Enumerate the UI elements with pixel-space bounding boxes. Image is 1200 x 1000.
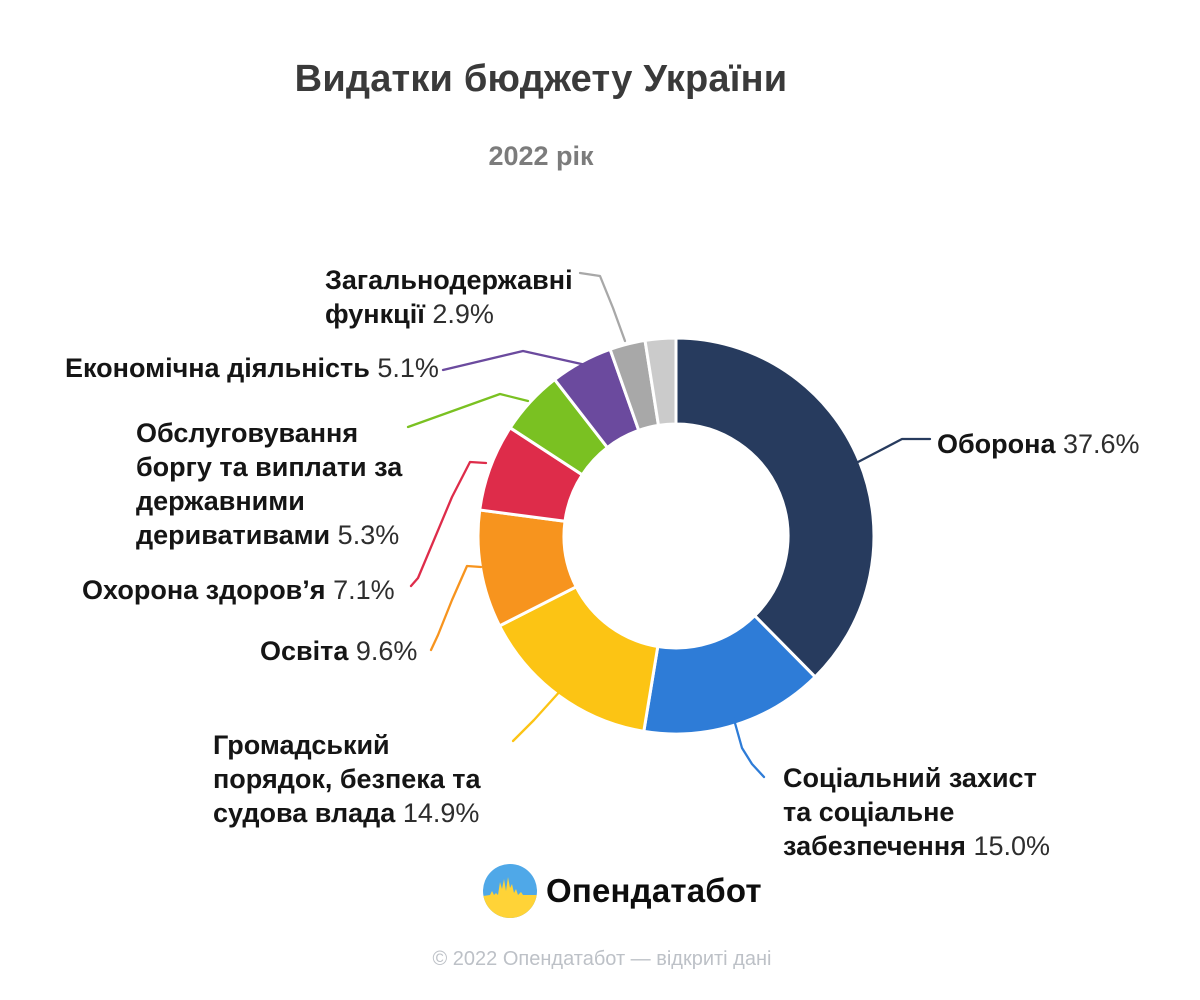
leader-line-economic-activity [441,349,588,372]
opendatabot-logo-icon [483,864,537,918]
slice-label-healthcare: Охорона здоров’я 7.1% [82,575,395,605]
slice-label-social-protection: Соціальний захист та соціальне забезпеченн… [783,763,1050,861]
slice-label-public-order: Громадський порядок, безпека та судова вла… [213,730,481,828]
brand-name: Опендатабот [546,872,762,909]
slice-label-defense: Оборона 37.6% [937,429,1140,459]
leader-line-debt-service [406,392,530,429]
slice-label-state-functions: Загальнодержавні функції 2.9% [325,265,573,329]
slice-label-education: Освіта 9.6% [260,636,418,666]
donut-slice-defense [674,336,876,680]
leader-line-social-protection [731,714,766,779]
leader-line-education [429,564,483,652]
page-title: Видатки бюджету України [294,58,788,100]
donut-slice-other [643,336,678,428]
slice-label-debt-service: Обслуговування боргу та виплати за державн… [136,418,403,550]
leader-line-state-functions [578,271,627,343]
leader-line-defense [856,437,932,464]
leader-line-healthcare [409,460,488,588]
copyright-text: © 2022 Опендатабот — відкриті дані [432,948,772,970]
page-subtitle: 2022 рік [488,141,594,171]
slice-label-economic-activity: Економічна діяльність 5.1% [65,353,439,383]
chart-header: Видатки бюджету України [0,58,1082,101]
brand-footer: Опендатабот [483,864,762,918]
leader-line-public-order [511,687,564,743]
